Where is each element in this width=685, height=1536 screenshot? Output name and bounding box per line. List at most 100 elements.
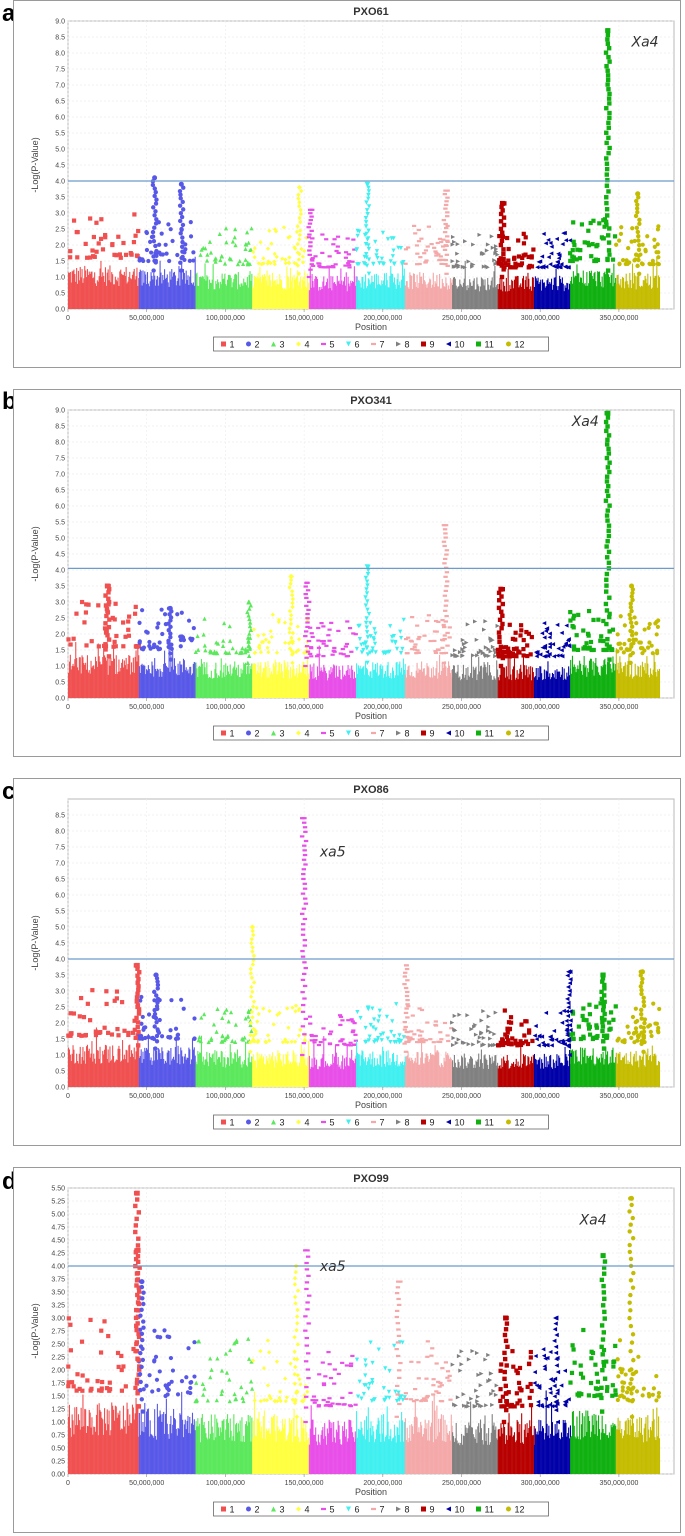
snp-point	[506, 258, 511, 263]
legend-item-chr-12: 12	[506, 1118, 525, 1128]
snp-band	[485, 289, 487, 309]
snp-point	[601, 218, 606, 223]
peak-snp	[641, 1025, 646, 1030]
snp-band	[542, 1068, 545, 1087]
snp-band	[146, 1409, 149, 1474]
snp-band	[413, 1061, 415, 1087]
peak-snp	[402, 1042, 407, 1045]
peak-snp	[247, 623, 253, 629]
snp-band	[652, 265, 654, 309]
snp-band	[95, 661, 97, 698]
snp-band	[460, 283, 462, 309]
snp-point	[423, 261, 428, 264]
snp-band	[276, 1062, 278, 1087]
snp-point	[542, 654, 547, 659]
snp-band	[378, 283, 380, 309]
snp-band	[134, 656, 136, 698]
snp-point	[505, 1030, 510, 1035]
snp-band	[280, 279, 282, 309]
snp-point	[104, 989, 109, 994]
snp-point	[567, 238, 573, 243]
legend-label-chr-12: 12	[515, 729, 525, 739]
snp-band	[203, 661, 205, 698]
snp-point	[526, 265, 531, 270]
y-tick-label: 0.0	[55, 307, 65, 314]
snp-point	[220, 643, 226, 648]
snp-band	[330, 276, 332, 309]
snp-band	[264, 1064, 266, 1087]
snp-band	[504, 1063, 507, 1087]
snp-point	[117, 252, 122, 257]
snp-point	[68, 1011, 73, 1016]
snp-band	[226, 675, 228, 698]
peak-snp	[606, 96, 612, 101]
snp-point	[162, 612, 168, 617]
snp-point	[496, 653, 501, 658]
peak-snp	[567, 992, 572, 998]
snp-point	[81, 1015, 87, 1020]
manhattan-plot-b: PXO3410.00.51.01.52.02.53.03.54.04.55.05…	[30, 395, 675, 741]
snp-band	[301, 665, 303, 698]
snp-point	[130, 1030, 136, 1035]
legend-marker-chr-4	[296, 1119, 301, 1125]
snp-band	[261, 282, 263, 309]
snp-band	[343, 276, 346, 309]
snp-band	[88, 271, 90, 309]
snp-point	[588, 639, 594, 645]
snp-band	[231, 287, 233, 309]
snp-point	[534, 1036, 539, 1042]
peak-snp	[178, 218, 183, 224]
snp-band	[213, 677, 215, 698]
snp-point	[489, 234, 494, 239]
snp-band	[520, 1040, 522, 1087]
legend-item-chr-6: 6	[346, 1118, 360, 1128]
snp-band	[531, 277, 534, 309]
snp-band	[70, 1060, 72, 1087]
snp-point	[321, 642, 326, 645]
snp-point	[452, 1013, 457, 1018]
snp-point	[370, 1006, 375, 1011]
snp-band	[314, 678, 316, 698]
snp-point	[94, 220, 99, 225]
snp-band	[574, 666, 576, 698]
snp-point	[378, 1032, 384, 1038]
peak-snp	[607, 226, 612, 231]
peak-snp	[568, 1027, 573, 1033]
snp-band	[235, 274, 238, 309]
snp-point	[483, 645, 489, 650]
snp-band	[563, 1065, 565, 1087]
snp-point	[344, 655, 349, 658]
legend-marker-chr-2	[246, 341, 251, 347]
snp-point	[555, 622, 560, 627]
snp-point	[93, 1029, 98, 1034]
snp-band	[84, 265, 86, 309]
snp-point	[373, 631, 378, 636]
snp-band	[77, 1414, 79, 1474]
snp-band	[450, 282, 452, 309]
snp-band	[116, 1417, 118, 1474]
snp-point	[388, 624, 393, 629]
snp-band	[524, 675, 526, 698]
snp-band	[607, 1064, 610, 1087]
snp-point	[327, 639, 332, 642]
snp-point	[85, 1001, 90, 1006]
snp-point	[141, 645, 147, 650]
snp-band	[595, 657, 597, 698]
snp-band	[342, 284, 344, 309]
snp-band	[312, 678, 314, 698]
snp-band	[268, 677, 270, 698]
snp-band	[383, 280, 385, 309]
peak-snp	[444, 571, 450, 574]
peak-snp	[442, 557, 448, 561]
snp-point	[556, 1039, 561, 1044]
peak-snp	[635, 209, 640, 215]
snp-point	[189, 638, 194, 643]
snp-point	[77, 1386, 82, 1392]
snp-band	[531, 290, 533, 309]
snp-band	[152, 1436, 154, 1474]
snp-band	[641, 1056, 643, 1087]
gene-annotation-xa4: Xa4	[571, 414, 599, 430]
snp-band	[565, 679, 567, 698]
snp-band	[510, 288, 512, 309]
snp-band	[277, 284, 279, 309]
